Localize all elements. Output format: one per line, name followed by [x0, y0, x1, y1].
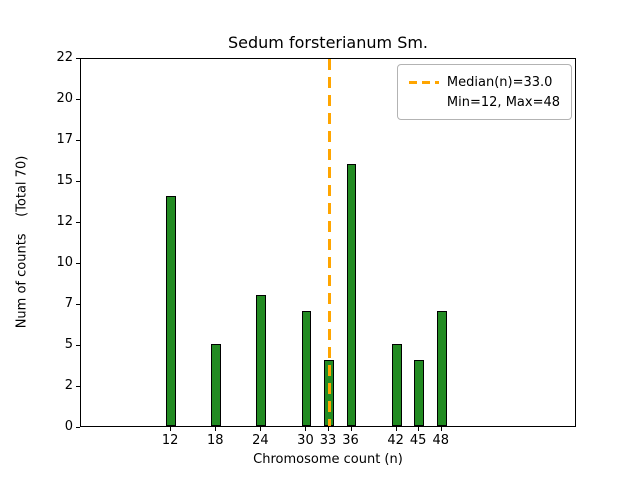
y-tick-label: 10: [56, 255, 73, 270]
y-tick-mark: [76, 181, 80, 182]
x-tick-mark: [418, 427, 420, 431]
x-tick-label: 33: [319, 433, 337, 448]
x-axis-label: Chromosome count (n): [253, 452, 403, 467]
x-tick-label: 36: [342, 433, 359, 448]
bar-n36: [346, 163, 357, 426]
legend-entry-minmax: Min=12, Max=48: [409, 92, 560, 112]
legend: Median(n)=33.0 Min=12, Max=48: [396, 64, 572, 120]
y-axis-label: Num of counts (Total 70): [14, 155, 30, 329]
plot-area: [80, 58, 576, 427]
x-tick-label: 45: [409, 433, 427, 448]
x-tick-mark: [215, 427, 217, 431]
y-tick-mark: [76, 58, 80, 59]
x-tick-mark: [305, 427, 307, 431]
bar-n45: [414, 360, 425, 426]
y-tick-mark: [76, 140, 80, 141]
y-tick-mark: [76, 222, 80, 223]
x-tick-label: 30: [297, 433, 314, 448]
legend-spacer: [409, 101, 439, 104]
x-tick-mark: [170, 427, 172, 431]
bar-n18: [211, 344, 222, 426]
y-tick-label: 17: [56, 132, 73, 147]
y-tick-label: 7: [64, 296, 73, 311]
x-tick-label: 18: [206, 433, 224, 448]
y-tick-mark: [76, 386, 80, 387]
y-tick-label: 5: [64, 337, 73, 352]
bar-n30: [301, 311, 312, 426]
x-tick-mark: [350, 427, 352, 431]
y-tick-mark: [76, 99, 80, 100]
x-tick-mark: [328, 427, 329, 431]
y-tick-mark: [76, 304, 80, 305]
x-tick-mark: [260, 427, 262, 431]
y-tick-mark: [76, 263, 80, 264]
x-tick-mark: [395, 427, 397, 431]
legend-entry-median: Median(n)=33.0: [408, 72, 560, 92]
x-tick-label: 42: [387, 433, 404, 448]
bar-n12: [166, 196, 177, 426]
y-tick-mark: [76, 345, 80, 346]
x-tick-label: 12: [161, 433, 179, 448]
x-tick-label: 24: [252, 433, 269, 448]
x-tick-mark: [440, 427, 442, 431]
bar-n48: [436, 311, 447, 426]
x-tick-label: 48: [432, 433, 449, 448]
bar-n42: [391, 344, 402, 426]
y-tick-label: 15: [56, 173, 73, 188]
y-tick-label: 12: [56, 214, 73, 229]
legend-median-label: Median(n)=33.0: [446, 74, 553, 90]
chart-title: Sedum forsterianum Sm.: [227, 33, 429, 52]
median-dashed-line-icon: [408, 80, 439, 84]
median-line: [327, 59, 331, 426]
y-tick-label: 20: [56, 91, 73, 106]
y-tick-label: 2: [64, 378, 73, 393]
legend-minmax-label: Min=12, Max=48: [446, 94, 560, 110]
y-tick-label: 0: [64, 419, 73, 434]
bar-n24: [256, 294, 267, 426]
y-tick-mark: [76, 427, 80, 428]
y-tick-label: 22: [56, 50, 73, 65]
